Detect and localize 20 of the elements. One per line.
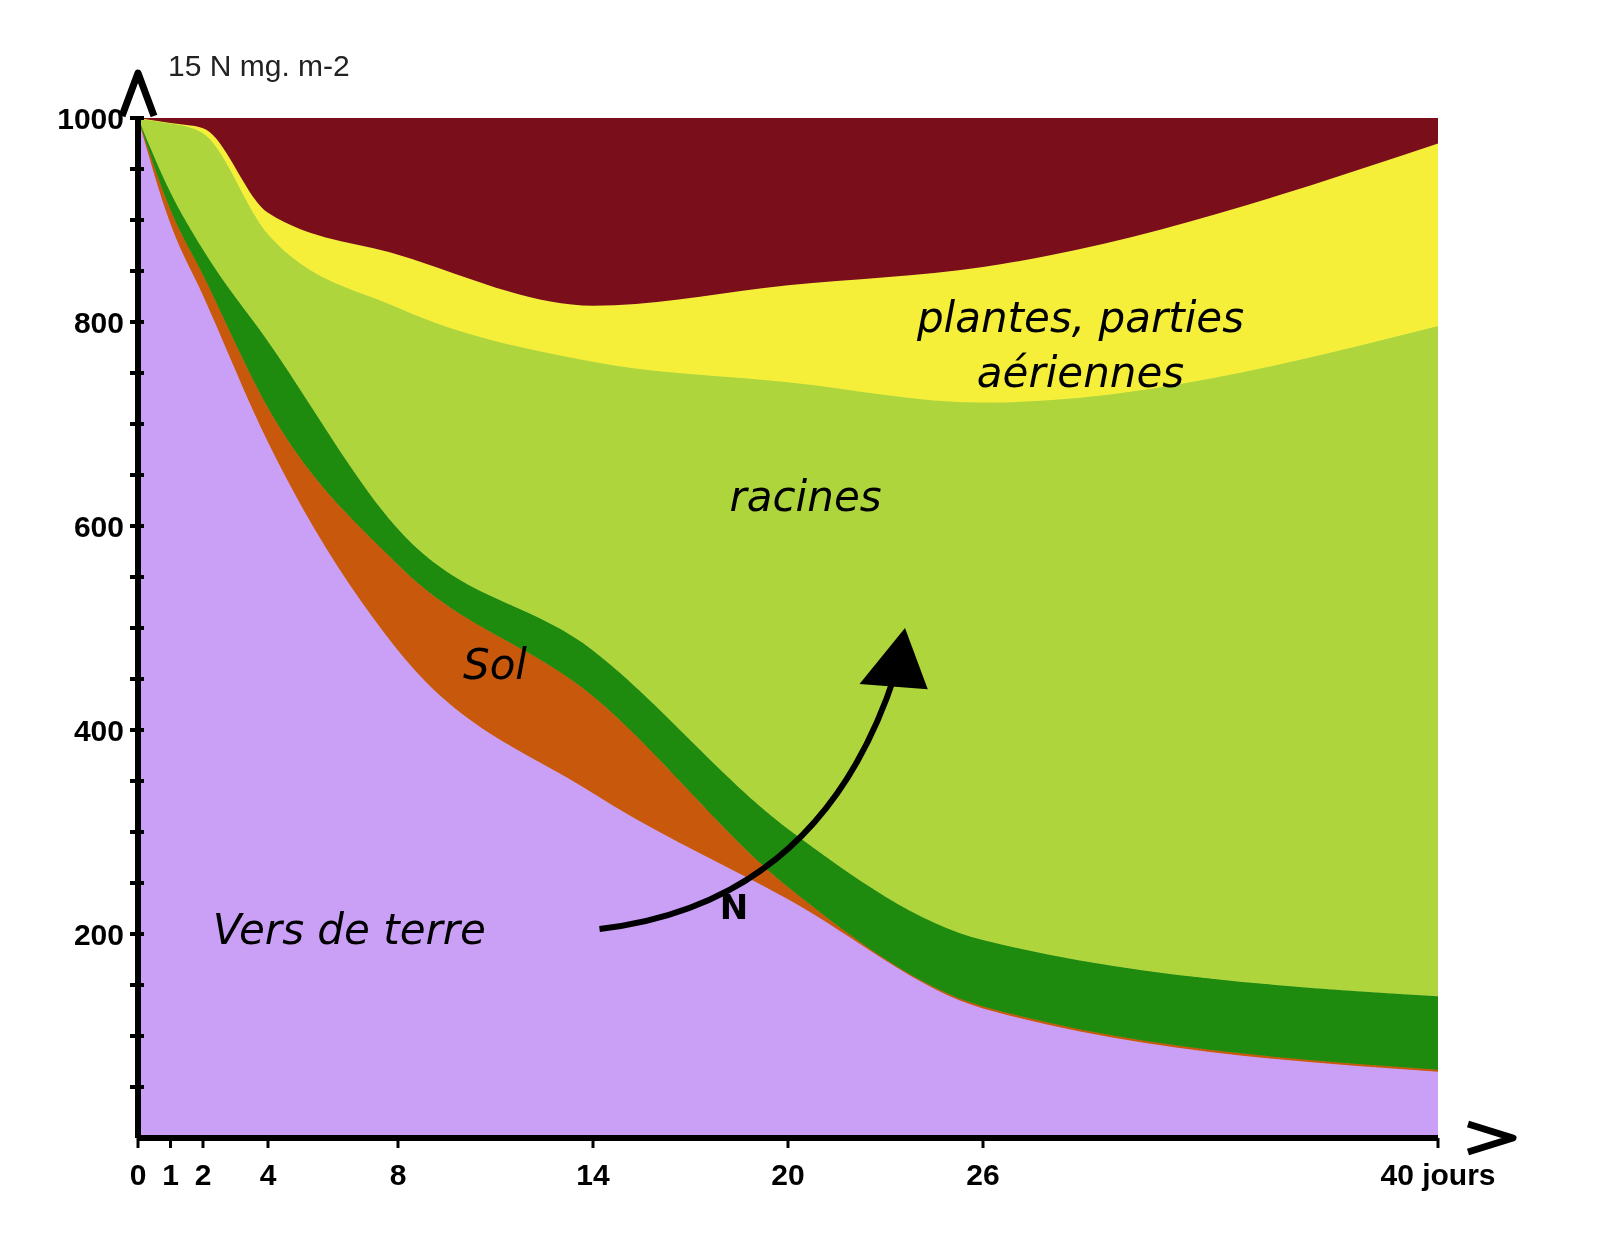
series-label: Vers de terre <box>212 905 486 955</box>
x-tick-label: 2 <box>194 1158 212 1192</box>
x-tick-label: 0 <box>129 1158 147 1192</box>
x-tick-label: 14 <box>576 1158 610 1192</box>
series-label: plantes, parties aériennes <box>915 293 1245 398</box>
series-label: racines <box>729 471 882 521</box>
x-tick-label: 1 <box>162 1158 179 1192</box>
x-tick-label: 20 <box>771 1158 805 1192</box>
x-tick-label: 40 jours <box>1380 1158 1496 1192</box>
y-tick-label: 400 <box>73 713 124 747</box>
x-tick-label: 26 <box>966 1158 1000 1192</box>
x-tick-label: 8 <box>389 1158 407 1192</box>
annotation: N <box>719 886 749 927</box>
series-label: Sol <box>463 640 528 689</box>
y-tick-label: 200 <box>73 917 124 951</box>
y-tick-label: 800 <box>73 305 124 339</box>
x-tick-label: 4 <box>259 1158 277 1192</box>
y-tick-label: 600 <box>73 509 124 543</box>
y-tick-label: 1000 <box>57 101 124 135</box>
y-axis-title: 15 N mg. m-2 <box>168 49 350 82</box>
